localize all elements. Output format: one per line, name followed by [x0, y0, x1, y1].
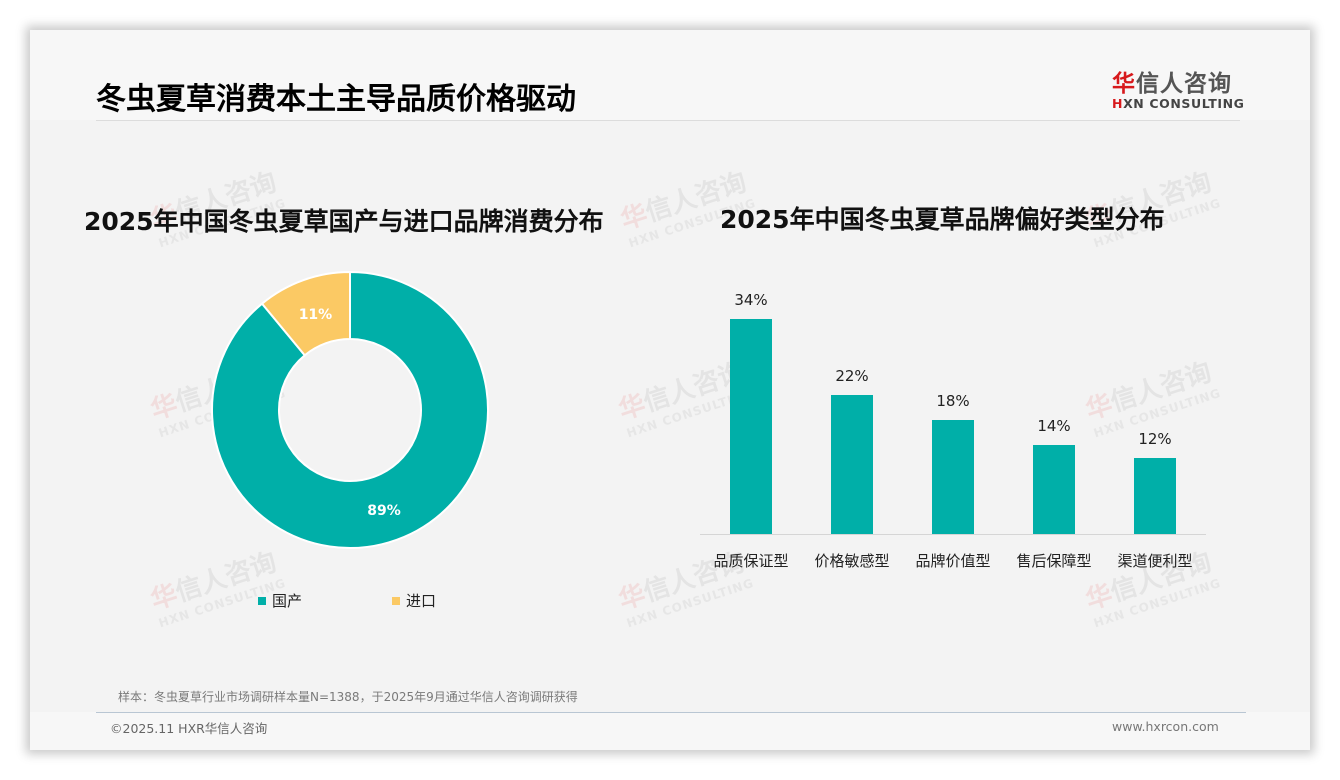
bar-value-label: 14%: [1037, 417, 1071, 436]
logo-en-text: XN CONSULTING: [1123, 96, 1245, 111]
watermark-cn-accent: 华: [147, 389, 182, 427]
donut-slice-domestic: [211, 270, 489, 549]
legend-item-domestic: 国产: [258, 590, 302, 611]
bar-value-label: 22%: [835, 366, 869, 385]
watermark-cn-accent: 华: [147, 579, 182, 617]
bar-2: [831, 394, 873, 534]
bar-1: [730, 319, 772, 534]
donut-chart-title: 2025年中国冬虫夏草国产与进口品牌消费分布: [84, 207, 604, 236]
brand-logo: 华信人咨询 HXN CONSULTING: [1112, 64, 1245, 111]
logo-cn-text: 信人咨询: [1136, 71, 1232, 97]
logo-en-accent: H: [1112, 96, 1124, 111]
logo-cn-accent: 华: [1112, 71, 1136, 97]
logo-chinese: 华信人咨询: [1112, 64, 1242, 98]
bar-category-label: 售后保障型: [1016, 552, 1092, 570]
donut-svg: 89% 11%: [211, 270, 489, 549]
bar-chart-title: 2025年中国冬虫夏草品牌偏好类型分布: [720, 205, 1165, 234]
footer-band: [30, 712, 1310, 750]
bar-category-label: 渠道便利型: [1117, 552, 1193, 570]
sample-note: 样本：冬虫夏草行业市场调研样本量N=1388，于2025年9月通过华信人咨询调研…: [118, 690, 578, 704]
watermark-cn-accent: 华: [615, 579, 650, 617]
page-title: 冬虫夏草消费本土主导品质价格驱动: [96, 82, 576, 117]
footer-divider: [96, 712, 1246, 713]
bar-chart: 34% 品质保证型 22% 价格敏感型 18% 品牌价值型 14% 售后保障型 12% 渠道便利型: [700, 270, 1210, 600]
legend-item-imported: 进口: [392, 590, 436, 611]
watermark-cn-accent: 华: [615, 389, 650, 427]
donut-chart: 89% 11%: [210, 270, 490, 550]
donut-label-imported: 11%: [299, 307, 333, 323]
bar-4: [1033, 445, 1075, 534]
bar-category-label: 品牌价值型: [915, 552, 991, 570]
bar-3: [932, 420, 974, 534]
copyright-text: ©2025.11 HXR华信人咨询: [110, 721, 268, 736]
header-divider: [96, 120, 1240, 121]
logo-english: HXN CONSULTING: [1112, 96, 1245, 111]
bar-value-label: 12%: [1138, 430, 1172, 449]
watermark-cn-accent: 华: [617, 199, 652, 237]
legend-swatch-domestic: [258, 596, 266, 605]
bar-category-label: 品质保证型: [713, 552, 789, 570]
bar-value-label: 18%: [936, 392, 970, 411]
header-band: [30, 30, 1310, 120]
legend-label-imported: 进口: [406, 592, 437, 610]
slide: 冬虫夏草消费本土主导品质价格驱动 华信人咨询 HXN CONSULTING 华信…: [30, 30, 1310, 750]
legend-swatch-imported: [392, 596, 400, 605]
bar-5: [1134, 458, 1176, 534]
bar-category-label: 价格敏感型: [814, 552, 890, 570]
x-axis-line: [700, 534, 1206, 535]
website-link[interactable]: www.hxrcon.com: [1112, 719, 1219, 734]
bar-value-label: 34%: [734, 291, 768, 309]
donut-label-domestic: 89%: [367, 503, 401, 519]
donut-slice-imported: [260, 270, 351, 357]
legend-label-domestic: 国产: [272, 592, 303, 610]
